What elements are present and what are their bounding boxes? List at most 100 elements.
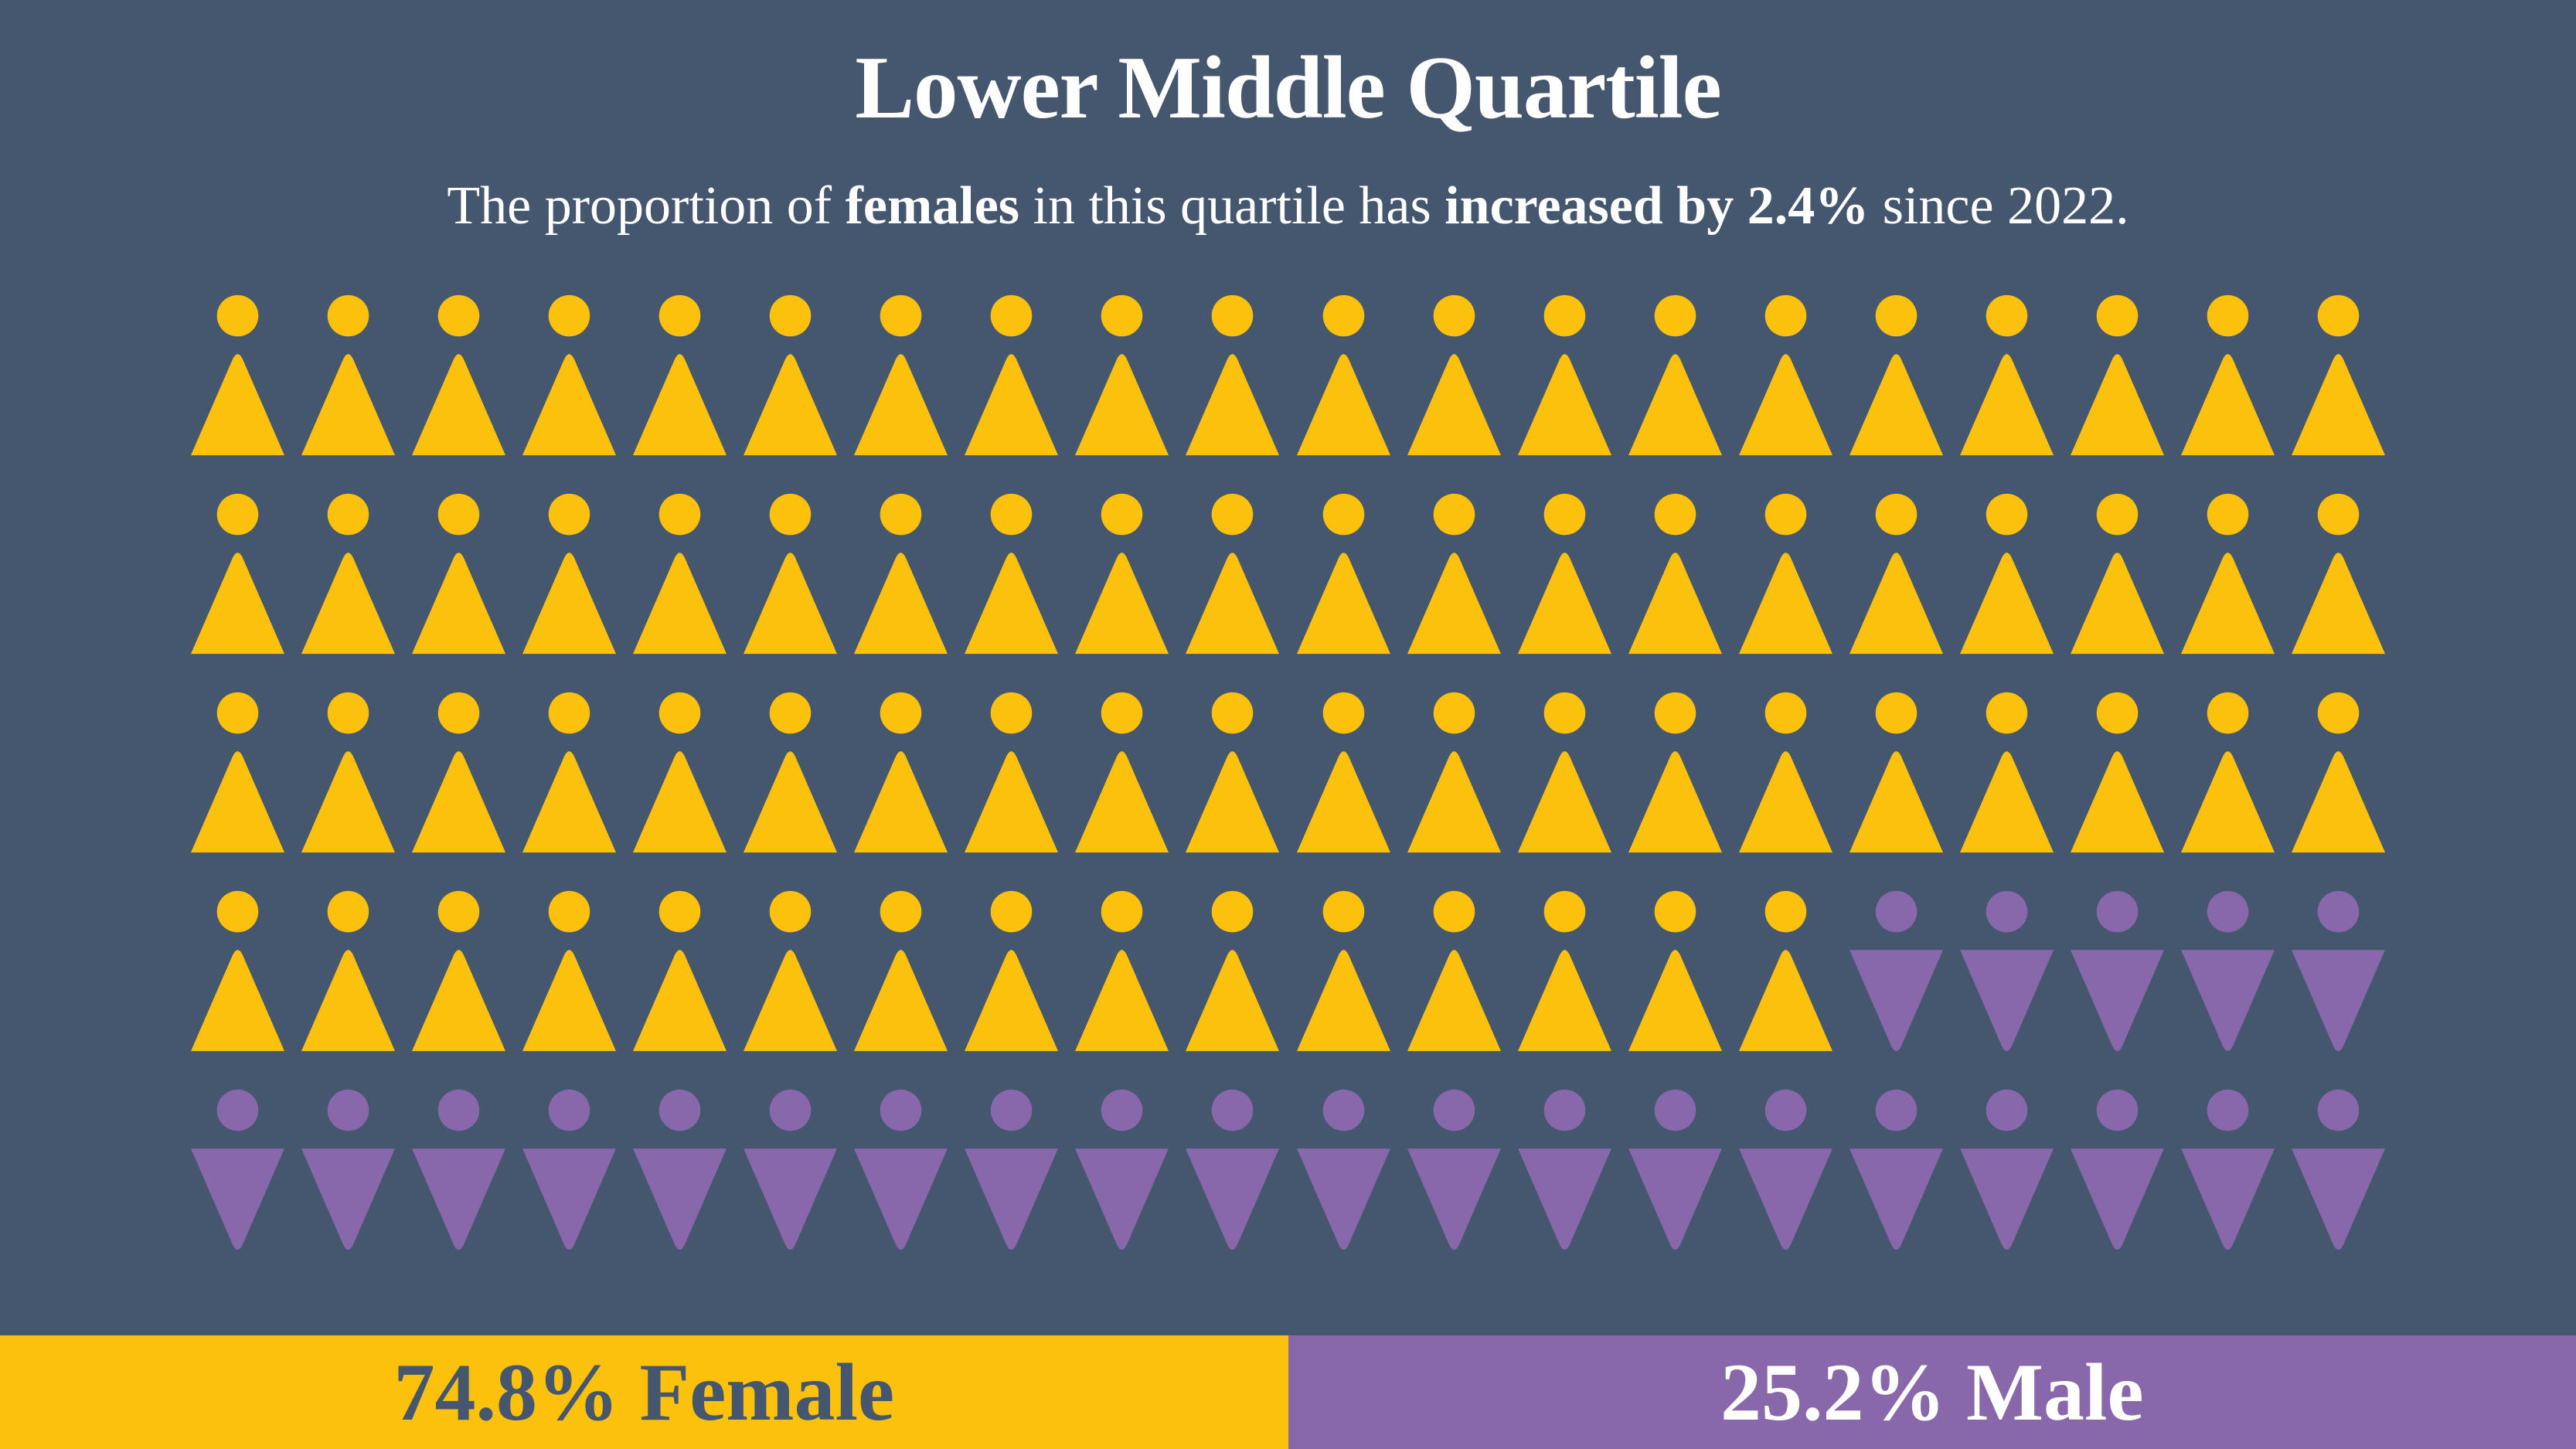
- female-person-icon: [1186, 890, 1280, 1052]
- female-person-icon: [1628, 692, 1722, 853]
- male-person-icon: [412, 1089, 506, 1250]
- female-person-icon: [412, 493, 506, 655]
- female-person-icon: [1959, 692, 2054, 853]
- female-person-icon: [965, 294, 1059, 456]
- male-person-icon: [2291, 1089, 2385, 1250]
- subtitle-bold-females: females: [845, 176, 1020, 236]
- female-person-icon: [1186, 294, 1280, 456]
- female-person-icon: [854, 890, 948, 1052]
- male-person-icon: [1075, 1089, 1169, 1250]
- subtitle-text: The proportion of: [447, 176, 846, 236]
- female-person-icon: [1959, 493, 2054, 655]
- female-person-icon: [1407, 294, 1501, 456]
- female-person-icon: [1738, 692, 1832, 853]
- female-person-icon: [1517, 692, 1611, 853]
- male-person-icon: [2180, 890, 2275, 1052]
- male-person-icon: [1407, 1089, 1501, 1250]
- female-person-icon: [1186, 493, 1280, 655]
- male-person-icon: [1186, 1089, 1280, 1250]
- female-person-icon: [1517, 294, 1611, 456]
- female-person-icon: [965, 493, 1059, 655]
- female-person-icon: [412, 890, 506, 1052]
- female-person-icon: [2291, 692, 2385, 853]
- male-bar-label: 25.2% Male: [1720, 1346, 2144, 1437]
- subtitle-bold-increase: increased by 2.4%: [1445, 176, 1870, 236]
- female-person-icon: [1075, 294, 1169, 456]
- male-person-icon: [1959, 1089, 2054, 1250]
- male-person-icon: [1959, 890, 2054, 1052]
- legend-bars: 74.8% Female 25.2% Male: [0, 1335, 2576, 1449]
- female-person-icon: [1075, 493, 1169, 655]
- female-person-icon: [191, 890, 285, 1052]
- female-person-icon: [522, 692, 617, 853]
- male-person-icon: [744, 1089, 838, 1250]
- female-person-icon: [301, 692, 396, 853]
- female-person-icon: [854, 692, 948, 853]
- male-person-icon: [2291, 890, 2385, 1052]
- male-person-icon: [2070, 1089, 2164, 1250]
- female-legend-bar: 74.8% Female: [0, 1335, 1288, 1449]
- female-person-icon: [1075, 692, 1169, 853]
- female-person-icon: [1628, 493, 1722, 655]
- female-person-icon: [1075, 890, 1169, 1052]
- female-person-icon: [1738, 294, 1832, 456]
- female-person-icon: [744, 692, 838, 853]
- female-person-icon: [633, 890, 727, 1052]
- female-person-icon: [522, 294, 617, 456]
- female-person-icon: [301, 294, 396, 456]
- female-person-icon: [191, 294, 285, 456]
- female-person-icon: [301, 493, 396, 655]
- female-person-icon: [522, 890, 617, 1052]
- male-person-icon: [1849, 1089, 1943, 1250]
- female-person-icon: [2291, 294, 2385, 456]
- female-person-icon: [1296, 692, 1390, 853]
- female-person-icon: [965, 692, 1059, 853]
- female-person-icon: [1849, 493, 1943, 655]
- female-person-icon: [1407, 692, 1501, 853]
- male-person-icon: [1296, 1089, 1390, 1250]
- female-person-icon: [2180, 294, 2275, 456]
- female-person-icon: [965, 890, 1059, 1052]
- male-person-icon: [2070, 890, 2164, 1052]
- female-person-icon: [1628, 890, 1722, 1052]
- female-person-icon: [2070, 493, 2164, 655]
- female-person-icon: [1738, 493, 1832, 655]
- female-person-icon: [633, 294, 727, 456]
- male-person-icon: [854, 1089, 948, 1250]
- female-person-icon: [191, 692, 285, 853]
- female-person-icon: [1407, 493, 1501, 655]
- female-person-icon: [1186, 692, 1280, 853]
- subtitle: The proportion of females in this quarti…: [0, 179, 2576, 233]
- male-person-icon: [522, 1089, 617, 1250]
- female-person-icon: [744, 890, 838, 1052]
- female-person-icon: [1849, 294, 1943, 456]
- subtitle-text: since 2022.: [1869, 176, 2129, 236]
- female-person-icon: [522, 493, 617, 655]
- female-person-icon: [2291, 493, 2385, 655]
- female-person-icon: [854, 294, 948, 456]
- male-legend-bar: 25.2% Male: [1288, 1335, 2576, 1449]
- female-person-icon: [1296, 890, 1390, 1052]
- female-person-icon: [301, 890, 396, 1052]
- female-person-icon: [1517, 890, 1611, 1052]
- male-person-icon: [1738, 1089, 1832, 1250]
- female-person-icon: [412, 294, 506, 456]
- female-person-icon: [2070, 294, 2164, 456]
- male-person-icon: [2180, 1089, 2275, 1250]
- female-person-icon: [1407, 890, 1501, 1052]
- female-person-icon: [854, 493, 948, 655]
- male-person-icon: [301, 1089, 396, 1250]
- male-person-icon: [1849, 890, 1943, 1052]
- female-bar-label: 74.8% Female: [393, 1346, 895, 1437]
- female-person-icon: [1296, 493, 1390, 655]
- female-person-icon: [1296, 294, 1390, 456]
- male-person-icon: [1628, 1089, 1722, 1250]
- female-person-icon: [191, 493, 285, 655]
- female-person-icon: [2180, 692, 2275, 853]
- male-person-icon: [191, 1089, 285, 1250]
- male-person-icon: [965, 1089, 1059, 1250]
- female-person-icon: [1628, 294, 1722, 456]
- female-person-icon: [1738, 890, 1832, 1052]
- female-person-icon: [1959, 294, 2054, 456]
